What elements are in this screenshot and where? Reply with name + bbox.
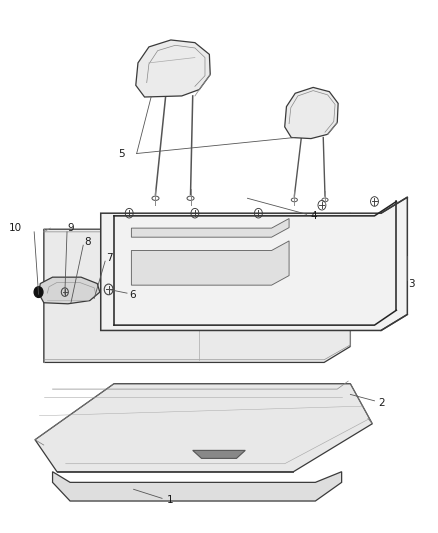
Text: 2: 2 — [378, 398, 385, 408]
Text: 6: 6 — [129, 290, 136, 300]
Polygon shape — [131, 219, 289, 237]
Polygon shape — [136, 40, 210, 97]
Polygon shape — [101, 197, 407, 330]
Text: 4: 4 — [310, 212, 317, 221]
Polygon shape — [193, 450, 245, 458]
Text: 7: 7 — [106, 253, 113, 263]
Text: 1: 1 — [166, 495, 173, 505]
Polygon shape — [131, 241, 289, 285]
Text: 5: 5 — [118, 149, 125, 158]
Polygon shape — [44, 213, 350, 362]
Text: 8: 8 — [85, 237, 91, 247]
Text: 3: 3 — [409, 279, 415, 288]
Circle shape — [34, 287, 43, 297]
Polygon shape — [53, 472, 342, 501]
Text: 10: 10 — [9, 223, 22, 233]
Polygon shape — [285, 87, 338, 139]
Text: 9: 9 — [67, 223, 74, 233]
Polygon shape — [35, 384, 372, 472]
Polygon shape — [39, 277, 100, 304]
